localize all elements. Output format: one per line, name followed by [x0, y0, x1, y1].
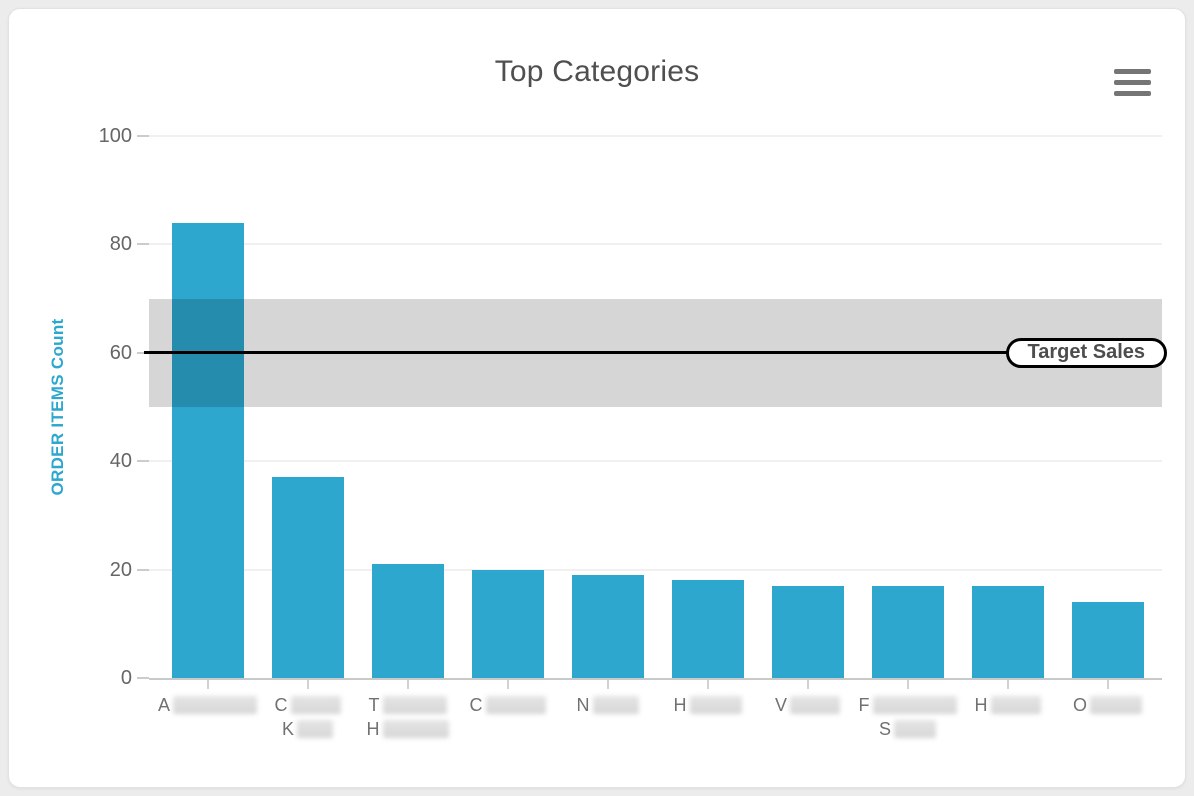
x-tick-mark	[906, 680, 909, 689]
bar-category-6[interactable]	[671, 580, 744, 678]
hamburger-menu-icon	[1114, 91, 1151, 96]
redacted-label-blur	[485, 696, 546, 714]
x-label-line: C	[243, 694, 373, 718]
x-label-visible-text: A	[157, 695, 170, 715]
y-tick-label: 0	[120, 667, 132, 689]
gridline	[149, 243, 1162, 246]
x-label-visible-text: K	[281, 719, 294, 739]
x-label-visible-text: F	[858, 695, 870, 715]
bar-category-9[interactable]	[971, 585, 1044, 678]
y-tick-mark	[137, 460, 149, 463]
redacted-label-blur	[1090, 696, 1142, 714]
x-label-line: K	[243, 718, 373, 742]
bar-category-5[interactable]	[571, 575, 644, 678]
hamburger-menu-icon	[1114, 80, 1151, 85]
x-axis-label-4: C	[443, 694, 573, 718]
x-label-line: H	[643, 694, 773, 718]
redacted-label-blur	[592, 696, 639, 714]
x-label-line: F	[843, 694, 973, 718]
chart-context-menu-button[interactable]	[1114, 69, 1151, 97]
x-label-line: H	[943, 694, 1073, 718]
bar-category-4[interactable]	[471, 569, 544, 678]
redacted-label-blur	[290, 696, 341, 714]
redacted-label-blur	[872, 696, 957, 714]
x-axis-label-7: V	[743, 694, 873, 718]
x-label-visible-text: N	[576, 695, 590, 715]
y-tick-mark	[137, 351, 149, 354]
redacted-label-blur	[382, 720, 449, 738]
x-label-line: N	[543, 694, 673, 718]
y-tick-mark	[137, 135, 149, 137]
chart-card: Top Categories ORDER ITEMS Count 0 20 40 60…	[8, 8, 1186, 788]
target-sales-label: Target Sales	[1005, 337, 1167, 368]
bar-category-8[interactable]	[871, 585, 944, 678]
gridline	[149, 135, 1162, 137]
x-label-visible-text: V	[774, 695, 787, 715]
x-axis-label-10: O	[1043, 694, 1173, 718]
x-tick-mark	[206, 680, 209, 689]
x-tick-mark	[406, 680, 409, 689]
x-label-line: O	[1043, 694, 1173, 718]
gridline	[149, 460, 1162, 463]
y-tick-mark	[137, 568, 149, 571]
x-label-line: H	[343, 718, 473, 742]
y-tick-label: 60	[109, 341, 132, 364]
hamburger-menu-icon	[1114, 69, 1151, 74]
x-label-line: C	[443, 694, 573, 718]
x-label-visible-text: H	[974, 695, 988, 715]
redacted-label-blur	[894, 720, 936, 738]
y-tick-label: 80	[109, 233, 132, 256]
redacted-label-blur	[990, 696, 1041, 714]
x-label-line: T	[343, 694, 473, 718]
y-tick-label: 100	[98, 125, 132, 147]
redacted-label-blur	[297, 720, 333, 738]
x-tick-mark	[606, 680, 609, 689]
x-tick-mark	[806, 680, 809, 689]
bar-category-7[interactable]	[771, 585, 844, 678]
redacted-label-blur	[790, 696, 840, 714]
target-line	[144, 351, 1162, 355]
bar-category-10[interactable]	[1071, 602, 1144, 678]
x-tick-mark	[1006, 680, 1009, 689]
x-axis-label-6: H	[643, 694, 773, 718]
x-label-visible-text: C	[274, 695, 288, 715]
plot-area: Target Sales	[144, 135, 1167, 680]
x-axis-label-1: A	[143, 694, 273, 718]
bar-category-1[interactable]	[171, 222, 244, 678]
x-axis-label-5: N	[543, 694, 673, 718]
x-label-line: A	[143, 694, 273, 718]
y-tick-label: 20	[109, 558, 132, 581]
x-label-visible-text: H	[673, 695, 687, 715]
y-tick-label: 40	[109, 450, 132, 473]
x-label-line: V	[743, 694, 873, 718]
bar-category-2[interactable]	[271, 477, 344, 678]
y-tick-mark	[137, 677, 149, 679]
x-label-line: S	[843, 718, 973, 742]
x-tick-mark	[306, 680, 309, 689]
x-label-visible-text: C	[469, 695, 483, 715]
x-axis-label-9: H	[943, 694, 1073, 718]
x-label-visible-text: H	[366, 719, 380, 739]
redacted-label-blur	[173, 696, 257, 714]
x-label-visible-text: S	[878, 719, 891, 739]
x-label-visible-text: O	[1072, 695, 1087, 715]
gridline	[149, 568, 1162, 571]
bar-category-3[interactable]	[371, 564, 444, 678]
x-tick-mark	[506, 680, 509, 689]
x-label-visible-text: T	[368, 695, 380, 715]
redacted-label-blur	[382, 696, 447, 714]
y-tick-mark	[137, 243, 149, 246]
chart-title: Top Categories	[494, 55, 700, 88]
x-tick-mark	[706, 680, 709, 689]
x-tick-mark	[1106, 680, 1109, 689]
redacted-label-blur	[689, 696, 742, 714]
